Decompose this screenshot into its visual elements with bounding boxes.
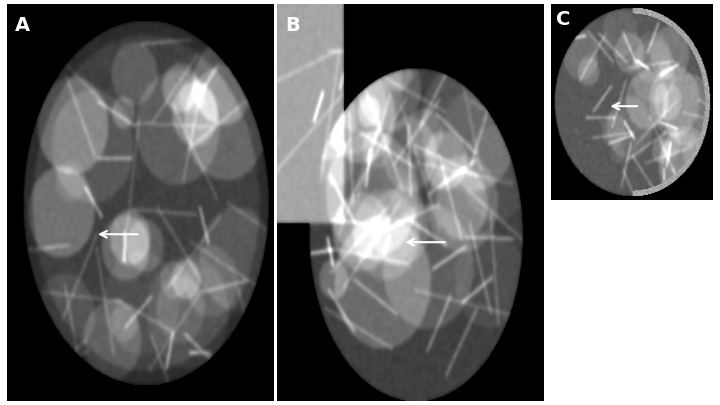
Text: B: B (285, 16, 300, 35)
Text: C: C (556, 10, 570, 29)
Text: A: A (15, 16, 30, 35)
